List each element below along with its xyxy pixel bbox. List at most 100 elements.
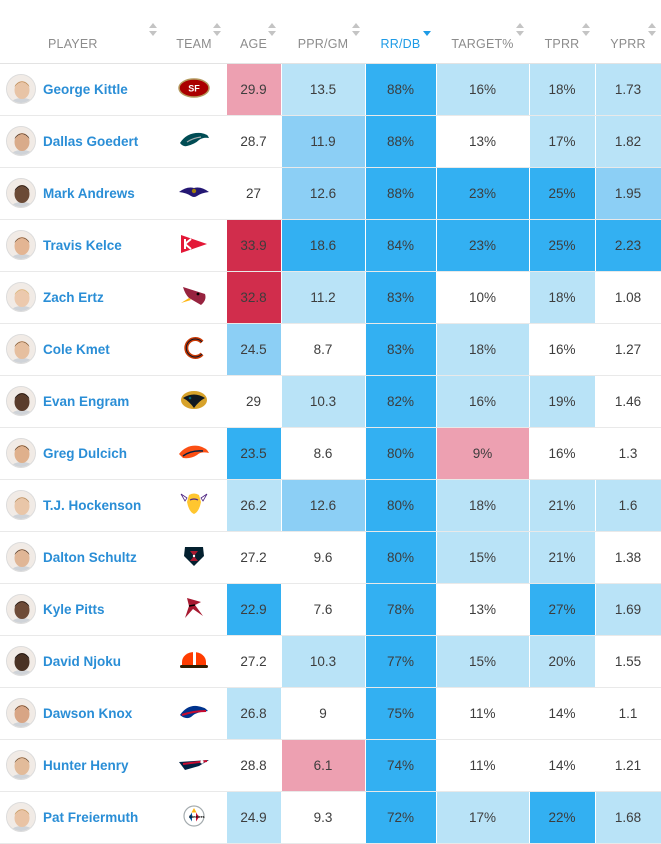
table-row[interactable]: Dalton Schultz 27.2 9.6 80% 15% 21% 1.38 bbox=[0, 531, 661, 584]
column-header-label: TARGET% bbox=[451, 36, 514, 51]
player-name-link[interactable]: Hunter Henry bbox=[43, 757, 129, 773]
column-header-yprr[interactable]: YPRR bbox=[595, 15, 661, 64]
team-cell bbox=[162, 427, 227, 480]
stat-cell-rr-db: 80% bbox=[365, 479, 437, 532]
player-cell: Dawson Knox bbox=[0, 687, 163, 740]
stat-cell-tprr: 20% bbox=[529, 635, 596, 688]
player-avatar bbox=[6, 750, 36, 780]
sort-icon[interactable] bbox=[648, 23, 656, 37]
falcons-logo bbox=[177, 596, 211, 623]
svg-text:SF: SF bbox=[188, 83, 200, 93]
stat-cell-target-pct: 15% bbox=[436, 635, 530, 688]
player-avatar bbox=[6, 178, 36, 208]
table-row[interactable]: Evan Engram 29 10.3 82% 16% 19% 1.46 bbox=[0, 375, 661, 428]
player-name-link[interactable]: Cole Kmet bbox=[43, 341, 110, 357]
column-header-rr-db[interactable]: RR/DB bbox=[365, 15, 436, 64]
player-name-link[interactable]: Mark Andrews bbox=[43, 185, 135, 201]
table-row[interactable]: Dawson Knox 26.8 9 75% 11% 14% 1.1 bbox=[0, 687, 661, 740]
sort-icon[interactable] bbox=[268, 23, 276, 37]
stat-cell-age: 24.5 bbox=[226, 323, 282, 376]
sort-icon[interactable] bbox=[352, 23, 360, 37]
player-avatar bbox=[6, 126, 36, 156]
stat-cell-yprr: 1.3 bbox=[595, 427, 661, 480]
player-name-link[interactable]: Greg Dulcich bbox=[43, 445, 128, 461]
player-name-link[interactable]: Evan Engram bbox=[43, 393, 130, 409]
sort-icon[interactable] bbox=[213, 23, 221, 37]
player-cell: Zach Ertz bbox=[0, 271, 163, 324]
table-row[interactable]: T.J. Hockenson 26.2 12.6 80% 18% 21% 1.6 bbox=[0, 479, 661, 532]
stat-cell-rr-db: 80% bbox=[365, 427, 437, 480]
stat-cell-tprr: 17% bbox=[529, 115, 596, 168]
player-avatar bbox=[6, 698, 36, 728]
player-name-link[interactable]: David Njoku bbox=[43, 653, 122, 669]
player-avatar bbox=[6, 74, 36, 104]
table-row[interactable]: David Njoku 27.2 10.3 77% 15% 20% 1.55 bbox=[0, 635, 661, 688]
stat-cell-ppr-gm: 13.5 bbox=[281, 63, 366, 116]
player-name-link[interactable]: Dawson Knox bbox=[43, 705, 133, 721]
table-row[interactable]: Cole Kmet 24.5 8.7 83% 18% 16% 1.27 bbox=[0, 323, 661, 376]
team-cell bbox=[162, 219, 227, 272]
column-header-player[interactable]: PLAYER bbox=[0, 15, 162, 64]
table-row[interactable]: Travis Kelce 33.9 18.6 84% 23% 25% 2.23 bbox=[0, 219, 661, 272]
column-header-tprr[interactable]: TPRR bbox=[529, 15, 595, 64]
sort-icon[interactable] bbox=[582, 23, 590, 37]
ravens-logo bbox=[177, 180, 211, 207]
column-header-age[interactable]: AGE bbox=[226, 15, 281, 64]
team-cell bbox=[162, 323, 227, 376]
table-row[interactable]: Hunter Henry 28.8 6.1 74% 11% 14% 1.21 bbox=[0, 739, 661, 792]
stat-cell-rr-db: 83% bbox=[365, 323, 437, 376]
stat-cell-yprr: 1.55 bbox=[595, 635, 661, 688]
column-header-label: PLAYER bbox=[48, 36, 98, 51]
stat-cell-tprr: 27% bbox=[529, 583, 596, 636]
team-cell: Steelers bbox=[162, 791, 227, 844]
player-name-link[interactable]: Dalton Schultz bbox=[43, 549, 137, 565]
player-name-link[interactable]: George Kittle bbox=[43, 81, 128, 97]
player-name-link[interactable]: T.J. Hockenson bbox=[43, 497, 142, 513]
column-header-label: TEAM bbox=[176, 36, 212, 51]
stat-cell-rr-db: 77% bbox=[365, 635, 437, 688]
stat-cell-target-pct: 16% bbox=[436, 375, 530, 428]
player-name-link[interactable]: Pat Freiermuth bbox=[43, 809, 139, 825]
stat-cell-yprr: 1.27 bbox=[595, 323, 661, 376]
column-header-team[interactable]: TEAM bbox=[162, 15, 226, 64]
player-cell: T.J. Hockenson bbox=[0, 479, 163, 532]
table-row[interactable]: Zach Ertz 32.8 11.2 83% 10% 18% 1.08 bbox=[0, 271, 661, 324]
player-avatar bbox=[6, 542, 36, 572]
stat-cell-yprr: 1.6 bbox=[595, 479, 661, 532]
stat-cell-rr-db: 80% bbox=[365, 531, 437, 584]
sort-descending-icon[interactable] bbox=[423, 23, 431, 37]
team-cell bbox=[162, 115, 227, 168]
player-cell: Cole Kmet bbox=[0, 323, 163, 376]
table-row[interactable]: Greg Dulcich 23.5 8.6 80% 9% 16% 1.3 bbox=[0, 427, 661, 480]
stat-cell-yprr: 1.69 bbox=[595, 583, 661, 636]
player-avatar bbox=[6, 646, 36, 676]
player-name-link[interactable]: Travis Kelce bbox=[43, 237, 122, 253]
table-row[interactable]: Dallas Goedert 28.7 11.9 88% 13% 17% 1.82 bbox=[0, 115, 661, 168]
column-header-label: YPRR bbox=[610, 36, 646, 51]
team-cell bbox=[162, 167, 227, 220]
stat-cell-tprr: 25% bbox=[529, 219, 596, 272]
player-cell: Mark Andrews bbox=[0, 167, 163, 220]
stat-cell-age: 27 bbox=[226, 167, 282, 220]
stat-cell-yprr: 1.68 bbox=[595, 791, 661, 844]
table-body: George Kittle SF 29.9 13.5 88% 16% 18% 1.73 Dall… bbox=[0, 63, 661, 844]
eagles-logo bbox=[177, 128, 211, 155]
table-row[interactable]: George Kittle SF 29.9 13.5 88% 16% 18% 1.73 bbox=[0, 63, 661, 116]
player-cell: Greg Dulcich bbox=[0, 427, 163, 480]
stat-cell-target-pct: 23% bbox=[436, 219, 530, 272]
texans-logo bbox=[177, 544, 211, 571]
table-row[interactable]: Mark Andrews 27 12.6 88% 23% 25% 1.95 bbox=[0, 167, 661, 220]
table-row[interactable]: Pat Freiermuth Steelers 24.9 9.3 72% 17% 22% 1.… bbox=[0, 791, 661, 844]
player-name-link[interactable]: Dallas Goedert bbox=[43, 133, 139, 149]
sort-icon[interactable] bbox=[516, 23, 524, 37]
stat-cell-ppr-gm: 8.6 bbox=[281, 427, 366, 480]
stat-cell-ppr-gm: 12.6 bbox=[281, 167, 366, 220]
column-header-target-pct[interactable]: TARGET% bbox=[436, 15, 529, 64]
table-row[interactable]: Kyle Pitts 22.9 7.6 78% 13% 27% 1.69 bbox=[0, 583, 661, 636]
column-header-ppr-gm[interactable]: PPR/GM bbox=[281, 15, 365, 64]
sort-icon[interactable] bbox=[149, 23, 157, 37]
player-name-link[interactable]: Zach Ertz bbox=[43, 289, 104, 305]
player-name-link[interactable]: Kyle Pitts bbox=[43, 601, 105, 617]
stat-cell-yprr: 1.82 bbox=[595, 115, 661, 168]
player-avatar bbox=[6, 282, 36, 312]
